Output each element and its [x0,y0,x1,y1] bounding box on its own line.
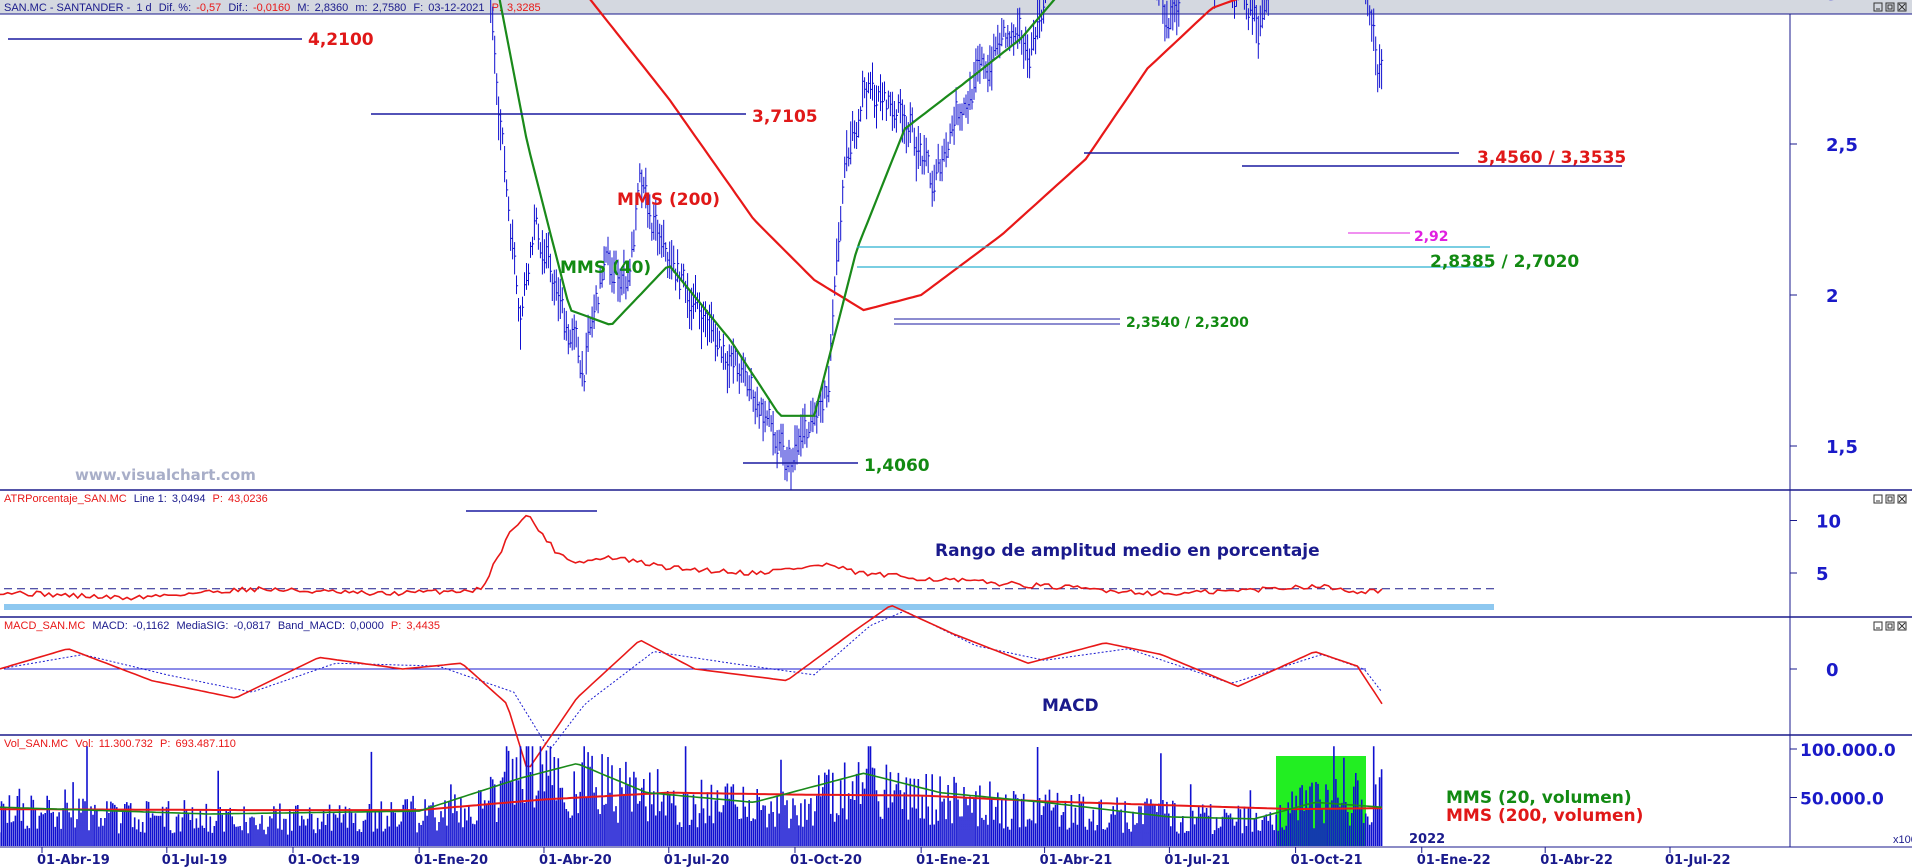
volume-ma20-line [0,763,1383,820]
x-tick-label: 01-Oct-19 [288,853,360,867]
label-low-2020: 1,4060 [864,456,930,476]
restore-icon[interactable] [1885,2,1895,12]
volume-ytick-label: 50.000.0 [1800,790,1884,810]
ma40-series [498,0,1056,417]
price-ytick-label: 2 [1826,286,1839,307]
price-ytick-label: 1,5 [1826,437,1858,458]
x-tick-label: 01-Abr-22 [1540,853,1613,867]
ma200-line [589,0,1238,312]
volume-ma20-label: MMS (20, volumen) [1446,788,1632,808]
year-marker: 2022 [1409,832,1445,847]
volume-ytick-label: 100.000.0 [1800,741,1896,761]
volume-ma200-label: MMS (200, volumen) [1446,806,1643,826]
macd-title: MACD [1042,696,1099,716]
atr-panel-header: ATRPorcentaje_SAN.MC Line 1: 3,0494 P: 4… [4,493,268,505]
close-icon[interactable] [1897,621,1907,631]
label-resistance: 3,4560 / 3,3535 [1477,148,1626,168]
price-ytick-label: 3 [1826,0,1839,5]
minimize-icon[interactable] [1873,2,1883,12]
atr-ytick-label: 10 [1816,512,1841,533]
x-tick-label: 01-Jul-19 [162,853,228,867]
minimize-icon[interactable] [1873,621,1883,631]
close-icon[interactable] [1897,494,1907,504]
restore-icon[interactable] [1885,494,1895,504]
volume-bars [0,746,1383,846]
x-tick-label: 01-Jul-22 [1665,853,1731,867]
level-lines [8,38,1622,512]
ma40-line [498,0,1056,417]
label-ma200: MMS (200) [617,190,720,210]
macd-ytick-label: 0 [1826,660,1839,681]
x-tick-label: 01-Jul-21 [1164,853,1230,867]
price-panel-header: SAN.MC - SANTANDER - 1 d Dif. %: -0,57 D… [4,2,541,14]
x-tick-label: 01-Abr-21 [1040,853,1113,867]
atr-band [4,604,1494,610]
label-high-2020: 3,7105 [752,107,818,127]
macd-line [0,604,1383,768]
volume-scale-note: x100 [1893,834,1912,846]
panel-frames [0,0,1912,848]
price-series [490,0,1384,490]
macd-panel-header: MACD_SAN.MC MACD: -0,1162 MediaSIG: -0,0… [4,620,440,632]
atr-series [0,514,1494,610]
close-icon[interactable] [1897,2,1907,12]
x-tick-label: 01-Jul-20 [664,853,730,867]
x-tick-label: 01-Abr-19 [37,853,110,867]
macd-panel-window-buttons [1873,621,1907,631]
atr-panel-window-buttons [1873,494,1907,504]
label-support-lower: 2,3540 / 2,3200 [1126,315,1249,331]
label-high-2019: 4,2100 [308,30,374,50]
x-tick-label: 01-Ene-21 [916,853,990,867]
label-ma40: MMS (40) [560,258,651,278]
macd-signal-line [0,610,1383,750]
ma200-series [589,0,1238,312]
x-tick-label: 01-Ene-22 [1417,853,1491,867]
x-tick-label: 01-Oct-20 [790,853,862,867]
label-support-upper: 2,8385 / 2,7020 [1430,252,1579,272]
atr-ytick-label: 5 [1816,564,1829,585]
restore-icon[interactable] [1885,621,1895,631]
minimize-icon[interactable] [1873,494,1883,504]
x-tick-label: 01-Ene-20 [414,853,488,867]
label-level-292: 2,92 [1414,229,1449,245]
price-panel-window-buttons [1873,2,1907,12]
macd-series [0,604,1383,768]
volume-series [0,746,1383,846]
x-tick-label: 01-Abr-20 [539,853,612,867]
price-bars [490,0,1384,490]
atr-line [0,514,1383,601]
volume-panel-header: Vol_SAN.MC Vol: 11.300.732 P: 693.487.11… [4,738,236,750]
watermark: www.visualchart.com [75,466,256,484]
axis-ticks: 43,532,521,51050100.000.050.000.001-Abr-… [37,0,1896,867]
atr-title: Rango de amplitud medio en porcentaje [935,541,1320,561]
price-ytick-label: 2,5 [1826,135,1858,156]
x-tick-label: 01-Oct-21 [1291,853,1363,867]
volume-ma200-line [0,791,1382,812]
